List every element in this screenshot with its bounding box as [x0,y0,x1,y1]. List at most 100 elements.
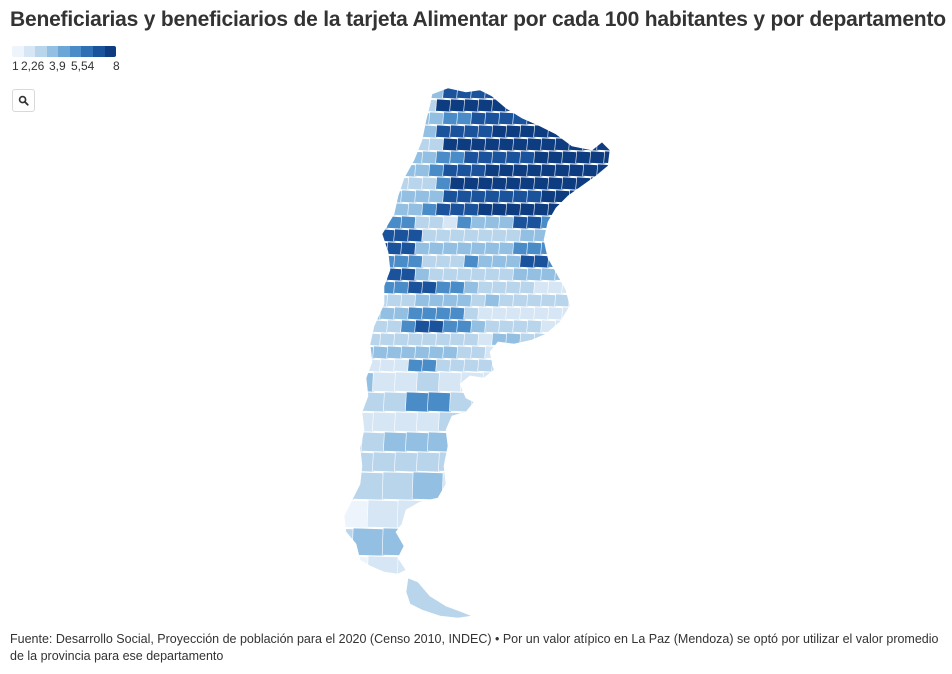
department-area[interactable] [493,391,518,413]
department-area[interactable] [328,451,353,473]
department-area[interactable] [435,358,453,373]
department-area[interactable] [331,345,348,360]
department-area[interactable] [505,358,523,373]
department-area[interactable] [589,124,607,139]
department-area[interactable] [456,345,474,360]
department-area[interactable] [470,345,488,360]
department-area[interactable] [512,241,530,256]
department-area[interactable] [526,319,544,334]
department-area[interactable] [421,228,439,243]
department-area[interactable] [338,202,355,217]
department-area[interactable] [317,432,341,452]
department-area[interactable] [596,189,613,204]
department-area[interactable] [547,332,565,347]
department-area[interactable] [531,471,565,501]
department-area[interactable] [491,228,509,243]
department-area[interactable] [603,306,620,321]
department-area[interactable] [400,86,418,100]
department-area[interactable] [456,189,474,204]
department-area[interactable] [393,176,411,191]
department-area[interactable] [379,98,397,113]
department-area[interactable] [449,254,467,269]
department-area[interactable] [351,254,369,269]
department-area[interactable] [531,527,565,557]
department-area[interactable] [491,332,509,347]
department-area[interactable] [407,254,425,269]
department-area[interactable] [338,176,355,191]
department-area[interactable] [554,241,572,256]
department-area[interactable] [491,98,509,113]
department-area[interactable] [484,163,502,178]
department-area[interactable] [603,431,627,453]
department-area[interactable] [554,293,572,308]
department-area[interactable] [386,267,404,282]
department-area[interactable] [471,431,496,453]
department-area[interactable] [519,306,537,321]
department-area[interactable] [372,86,390,100]
department-area[interactable] [526,267,544,282]
department-area[interactable] [435,176,453,191]
department-area[interactable] [338,254,355,269]
department-area[interactable] [540,163,558,178]
department-area[interactable] [344,267,362,282]
department-area[interactable] [491,176,509,191]
department-area[interactable] [317,392,341,412]
department-area[interactable] [386,137,404,152]
department-area[interactable] [505,202,523,217]
department-area[interactable] [407,150,425,165]
department-area[interactable] [519,150,537,165]
department-area[interactable] [606,499,639,529]
department-area[interactable] [498,345,516,360]
department-area[interactable] [438,451,463,473]
department-area[interactable] [568,293,586,308]
department-area[interactable] [442,345,460,360]
department-area[interactable] [407,202,425,217]
department-area[interactable] [470,189,488,204]
department-area[interactable] [407,98,425,113]
department-area[interactable] [428,137,446,152]
department-area[interactable] [344,293,362,308]
department-area[interactable] [589,280,607,295]
department-area[interactable] [575,306,593,321]
department-area[interactable] [379,124,397,139]
department-area[interactable] [561,176,579,191]
department-area[interactable] [568,215,586,230]
department-area[interactable] [365,254,383,269]
department-area[interactable] [592,411,616,433]
department-area[interactable] [463,280,481,295]
department-area[interactable] [533,228,551,243]
department-area[interactable] [484,345,502,360]
department-area[interactable] [568,319,586,334]
department-area[interactable] [554,163,572,178]
department-area[interactable] [421,124,439,139]
department-area[interactable] [504,371,529,393]
department-area[interactable] [463,358,481,373]
department-area[interactable] [351,228,369,243]
department-area[interactable] [575,202,593,217]
department-area[interactable] [435,98,453,113]
department-area[interactable] [603,358,620,373]
department-area[interactable] [414,267,432,282]
department-area[interactable] [331,241,348,256]
department-area[interactable] [548,411,573,433]
department-area[interactable] [379,254,397,269]
department-area[interactable] [498,293,516,308]
department-area[interactable] [576,499,610,529]
department-area[interactable] [414,163,432,178]
department-area[interactable] [358,111,376,126]
department-area[interactable] [582,345,600,360]
department-area[interactable] [449,124,467,139]
department-area[interactable] [526,241,544,256]
department-area[interactable] [435,202,453,217]
department-area[interactable] [596,293,613,308]
department-area[interactable] [456,137,474,152]
department-area[interactable] [435,332,453,347]
department-area[interactable] [407,306,425,321]
department-area[interactable] [596,86,613,100]
department-area[interactable] [611,242,627,255]
department-area[interactable] [344,163,362,178]
department-area[interactable] [428,319,446,334]
department-area[interactable] [407,176,425,191]
department-area[interactable] [547,306,565,321]
department-area[interactable] [331,267,348,282]
